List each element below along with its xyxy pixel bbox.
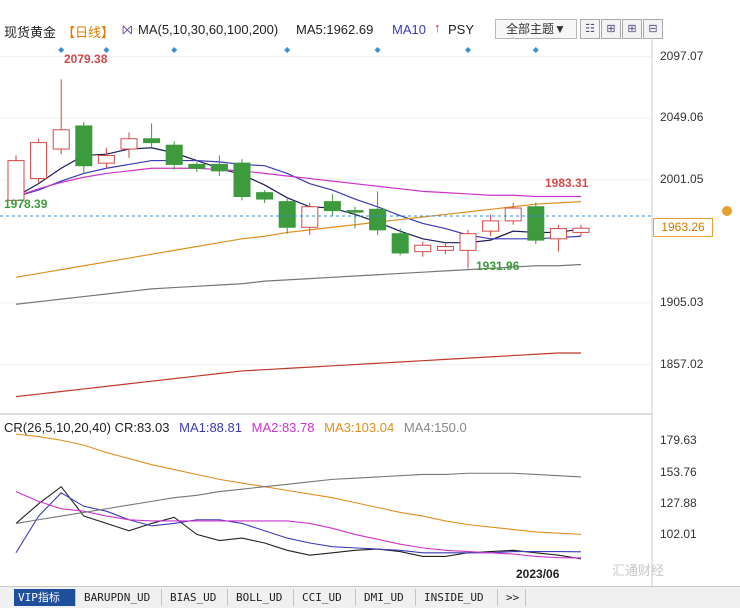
- ma-line-ma200: [15, 352, 581, 398]
- current-price-badge: 1963.26: [653, 218, 713, 237]
- candle-up: [572, 227, 590, 233]
- tab-vip-indicator[interactable]: VIP指标: [14, 589, 76, 606]
- candle-up: [482, 220, 500, 232]
- y-tick-label: 2049.06: [660, 110, 704, 125]
- low-annotation: 1931.96: [476, 259, 520, 273]
- tab-boll[interactable]: BOLL_UD: [232, 589, 294, 606]
- tab-barupdn[interactable]: BARUPDN_UD: [80, 589, 162, 606]
- candle-down: [391, 233, 409, 254]
- left-price-annotation: 1978.39: [4, 197, 48, 211]
- candle-up: [52, 129, 70, 150]
- candle-up: [549, 228, 567, 240]
- ma-spec-label: MA(5,10,30,60,100,200): [138, 22, 279, 37]
- watermark-logo: 汇通财经: [612, 563, 665, 578]
- ma-line-ma100: [15, 263, 582, 305]
- candle-down: [143, 138, 161, 144]
- zoom-in-icon[interactable]: ⊞: [622, 19, 642, 39]
- candle-down: [188, 163, 206, 169]
- candle-up: [436, 246, 454, 251]
- cr-line-ma3: [15, 433, 582, 535]
- cr-value: CR(26,5,10,20,40) CR:83.03: [4, 420, 170, 435]
- zoom-out-icon[interactable]: ⊟: [643, 19, 663, 39]
- ma5-value: MA5:1962.69: [296, 22, 374, 37]
- period-label[interactable]: 【日线】: [62, 25, 115, 40]
- indicator-tab-bar: VIP指标 BARUPDN_UD BIAS_UD BOLL_UD CCI_UD …: [0, 586, 740, 608]
- candle-up: [7, 160, 25, 201]
- cr-line-ma4: [15, 472, 582, 524]
- indicator-y-tick: 127.88: [660, 496, 697, 510]
- candle-down: [210, 163, 228, 172]
- candle-down: [323, 201, 341, 212]
- signal-marker-icon: [374, 47, 381, 53]
- candle-up: [30, 142, 48, 180]
- indicator-legend: CR(26,5,10,20,40) CR:83.03 MA1:88.81 MA2…: [4, 420, 467, 435]
- signal-marker-icon: [103, 47, 110, 53]
- candle-up: [120, 138, 138, 150]
- candle-down: [346, 210, 364, 213]
- candle-down: [256, 192, 274, 200]
- up-arrow-icon: ↑: [434, 20, 441, 35]
- ma-line-ma5: [15, 147, 582, 244]
- price-alert-icon[interactable]: [722, 206, 732, 216]
- cr-line-cr: [15, 485, 582, 560]
- x-date-label: 2023/06: [516, 567, 560, 581]
- candle-down: [527, 206, 545, 241]
- cr-ma2-value: MA2:83.78: [251, 420, 315, 435]
- psy-label: PSY: [448, 22, 475, 37]
- y-tick-label: 2001.05: [660, 171, 704, 186]
- candle-down: [233, 162, 251, 197]
- tab-more[interactable]: >>: [502, 589, 526, 606]
- high-annotation: 2079.38: [64, 52, 108, 66]
- split-view-icon[interactable]: ⊞: [601, 19, 621, 39]
- indicator-y-tick: 102.01: [660, 527, 697, 541]
- instrument-title: 现货黄金: [4, 25, 57, 40]
- layout-grid-icon[interactable]: ☷: [580, 19, 600, 39]
- cr-line-ma1: [15, 492, 582, 554]
- candle-down: [165, 144, 183, 165]
- indicator-y-tick: 179.63: [660, 433, 697, 447]
- indicator-y-tick: 153.76: [660, 465, 697, 479]
- signal-marker-icon: [58, 47, 65, 53]
- ma10-label: MA10: [392, 22, 426, 37]
- ma-indicator-icon[interactable]: ⨝: [122, 22, 133, 37]
- recent-high-annotation: 1983.31: [545, 176, 589, 190]
- cr-ma1-value: MA1:88.81: [179, 420, 242, 435]
- cr-line-ma2: [15, 491, 582, 559]
- ma-line-ma10: [15, 159, 582, 240]
- signal-marker-icon: [171, 47, 178, 53]
- signal-marker-icon: [284, 47, 291, 53]
- candle-up: [301, 206, 319, 228]
- ma-line-ma60: [15, 201, 582, 278]
- candle-down: [278, 201, 296, 228]
- tab-dmi[interactable]: DMI_UD: [360, 589, 416, 606]
- cr-ma3-value: MA3:103.04: [324, 420, 395, 435]
- tab-bias[interactable]: BIAS_UD: [166, 589, 228, 606]
- chart-header: 现货黄金 【日线】 ⨝ MA(5,10,30,60,100,200) MA5:1…: [0, 0, 740, 40]
- tab-inside[interactable]: INSIDE_UD: [420, 589, 498, 606]
- y-tick-label: 1857.02: [660, 356, 704, 371]
- candle-down: [75, 125, 93, 167]
- ma-line-ma30: [15, 167, 581, 198]
- price-chart[interactable]: [0, 0, 740, 586]
- signal-marker-icon: [532, 47, 539, 53]
- candle-up: [504, 207, 522, 222]
- candle-up: [459, 233, 477, 251]
- tab-cci[interactable]: CCI_UD: [298, 589, 356, 606]
- y-tick-label: 1905.03: [660, 294, 704, 309]
- cr-ma4-value: MA4:150.0: [403, 420, 467, 435]
- signal-marker-icon: [465, 47, 471, 53]
- candle-up: [414, 244, 432, 253]
- theme-dropdown-button[interactable]: 全部主题▼: [495, 19, 577, 39]
- y-tick-label: 2097.07: [660, 48, 704, 63]
- candle-down: [369, 208, 387, 231]
- candle-up: [97, 154, 115, 164]
